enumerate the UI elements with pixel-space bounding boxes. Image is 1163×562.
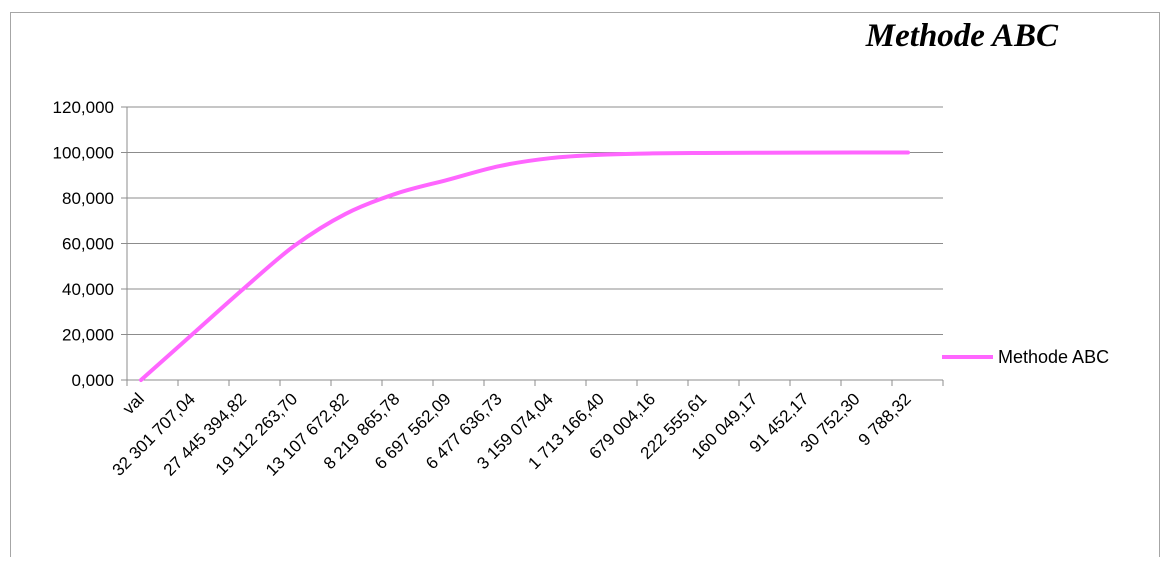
chart-title: Methode ABC xyxy=(865,18,1058,54)
y-tick-label: 80,000 xyxy=(62,189,114,208)
gridlines xyxy=(127,106,943,335)
y-tick-label: 100,000 xyxy=(53,144,114,163)
legend: Methode ABC xyxy=(942,347,1109,367)
y-tick-label: 40,000 xyxy=(62,280,114,299)
y-tick-label: 20,000 xyxy=(62,326,114,345)
y-tick-label: 60,000 xyxy=(62,235,114,254)
legend-label-methode-abc: Methode ABC xyxy=(998,347,1109,367)
series-line-methode-abc xyxy=(139,150,910,382)
y-tick-labels: 0,000 20,000 40,000 60,000 80,000 100,000 120,… xyxy=(53,98,114,390)
chart-frame xyxy=(10,12,1160,557)
x-tick-label: val xyxy=(119,389,148,418)
x-tick-label: 9 788,32 xyxy=(855,389,915,449)
series-lines xyxy=(139,150,910,382)
axes xyxy=(121,106,944,386)
y-tick-label: 120,000 xyxy=(53,98,114,117)
y-tick-label: 0,000 xyxy=(71,371,114,390)
